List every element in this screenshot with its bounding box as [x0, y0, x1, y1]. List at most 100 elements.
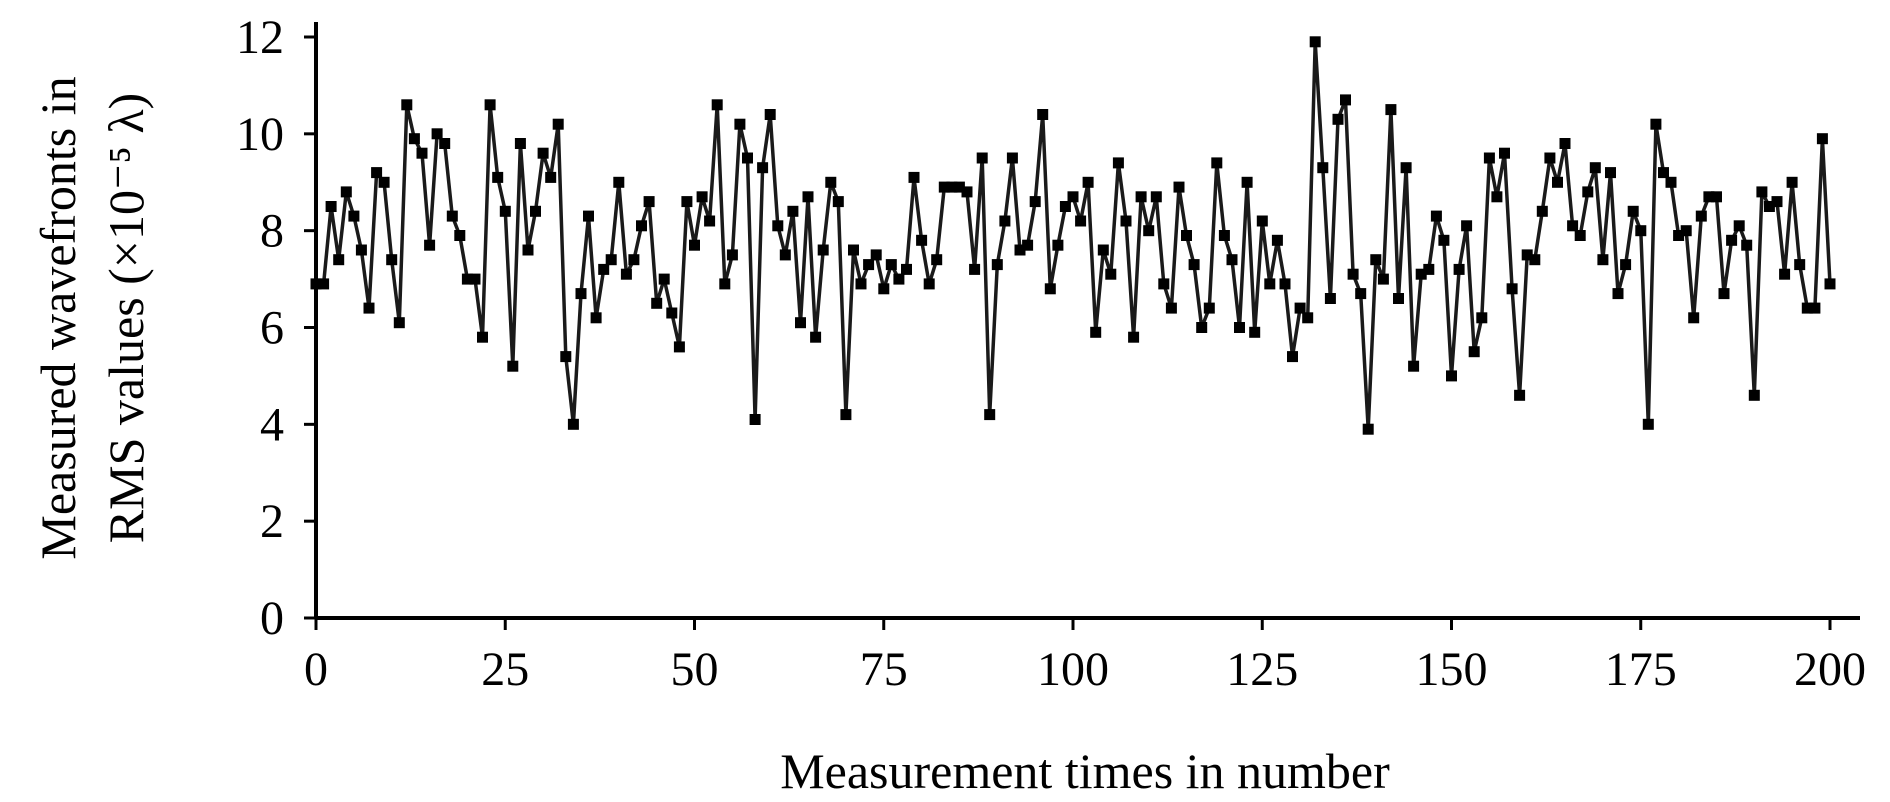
data-point	[1567, 220, 1579, 232]
data-point	[1688, 312, 1700, 324]
data-point	[1574, 230, 1586, 241]
data-point	[704, 215, 716, 227]
data-point	[1695, 210, 1707, 222]
data-point	[969, 263, 981, 275]
data-point	[953, 181, 965, 193]
data-point	[1347, 268, 1359, 280]
data-point	[560, 351, 572, 363]
data-point	[393, 317, 405, 329]
data-point	[1415, 268, 1427, 280]
data-point	[938, 181, 950, 193]
data-point	[1264, 278, 1276, 290]
y-tick-label: 10	[236, 108, 284, 161]
data-point	[999, 215, 1011, 227]
data-point	[1112, 157, 1124, 169]
data-point	[666, 307, 678, 319]
data-point	[946, 181, 958, 193]
data-point	[1680, 225, 1692, 237]
data-point	[522, 244, 534, 256]
data-point	[1052, 239, 1064, 251]
data-point	[1044, 283, 1056, 295]
data-point	[499, 205, 511, 217]
data-point	[355, 244, 367, 256]
data-point	[742, 152, 753, 164]
data-point	[1385, 104, 1397, 116]
data-point	[1317, 162, 1329, 174]
data-point	[1756, 186, 1768, 198]
data-point	[507, 360, 519, 372]
data-point	[885, 259, 897, 271]
data-point	[673, 341, 685, 353]
data-point	[681, 196, 693, 208]
data-point	[1211, 157, 1223, 169]
data-point	[1446, 370, 1457, 382]
data-point	[325, 201, 337, 212]
data-point	[848, 244, 859, 256]
data-point	[832, 196, 844, 208]
data-point	[1635, 225, 1647, 237]
data-point	[643, 196, 655, 208]
data-point	[1809, 302, 1821, 314]
data-point	[923, 278, 935, 290]
data-point	[1082, 176, 1094, 188]
data-point	[1203, 302, 1215, 314]
data-point	[855, 278, 867, 290]
data-point	[1748, 389, 1760, 401]
data-point	[310, 278, 322, 290]
data-point	[1620, 259, 1632, 271]
data-point	[1226, 254, 1238, 266]
data-point	[1287, 351, 1298, 363]
data-point	[878, 283, 890, 295]
data-point	[726, 249, 738, 261]
x-axis-ticks: 0 25 50 75 100 125 150 175 200	[304, 618, 1866, 696]
data-point	[1726, 234, 1738, 246]
data-point	[567, 418, 579, 430]
data-point	[333, 254, 345, 266]
data-point	[1514, 389, 1526, 401]
data-point	[779, 249, 791, 261]
data-point	[1438, 234, 1450, 246]
data-point	[1408, 360, 1420, 372]
data-point	[1400, 162, 1412, 174]
data-point	[1165, 302, 1177, 314]
data-point	[1468, 346, 1480, 358]
data-point	[658, 273, 670, 285]
data-point	[1521, 249, 1533, 261]
data-point	[870, 249, 882, 261]
data-point	[1120, 215, 1132, 227]
data-point	[976, 152, 988, 164]
data-point	[817, 244, 829, 256]
y-tick-label: 2	[260, 495, 284, 548]
data-point	[1461, 220, 1473, 232]
data-point	[636, 220, 647, 232]
data-point	[1234, 322, 1245, 333]
data-point	[734, 118, 746, 130]
data-point	[469, 273, 481, 285]
data-point	[1006, 152, 1018, 164]
data-point	[1022, 239, 1034, 251]
data-point	[1658, 167, 1669, 179]
data-point	[749, 414, 761, 425]
data-point	[1128, 331, 1140, 343]
data-point	[1377, 273, 1389, 285]
data-point	[537, 147, 549, 159]
data-point	[1544, 152, 1556, 164]
data-point	[1582, 186, 1594, 198]
y-tick-label: 8	[260, 205, 284, 258]
data-point	[1430, 210, 1442, 222]
data-point	[908, 171, 920, 183]
series-line	[316, 40, 1832, 431]
data-point	[461, 273, 473, 285]
data-point	[1309, 36, 1321, 48]
data-point	[1771, 196, 1783, 208]
data-point	[545, 171, 557, 183]
y-axis-title-line-1: Measured wavefronts in	[30, 76, 86, 559]
data-point	[454, 230, 466, 241]
x-tick-label: 150	[1416, 643, 1488, 696]
data-point	[514, 138, 526, 149]
data-point	[1741, 239, 1753, 251]
data-point	[689, 239, 700, 251]
data-point	[552, 118, 564, 130]
data-point	[340, 186, 352, 198]
data-point	[825, 176, 837, 188]
